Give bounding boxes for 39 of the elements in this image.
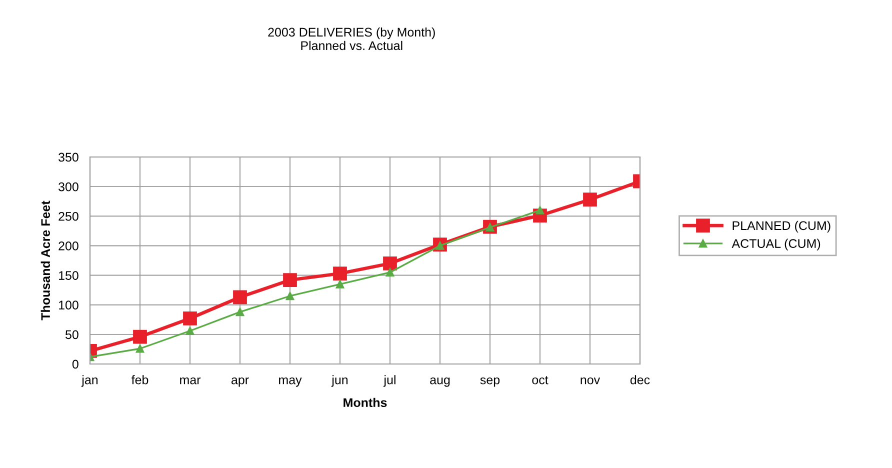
- point: [136, 344, 144, 353]
- point: [333, 266, 347, 280]
- x-tick-label: may: [279, 377, 302, 387]
- x-tick-label: oct: [532, 376, 548, 384]
- point: [283, 273, 297, 287]
- y-tick-label: 50: [65, 330, 78, 340]
- x-tick-label: nov: [580, 377, 600, 384]
- x-tick-label: aug: [430, 377, 450, 387]
- point: [183, 312, 197, 326]
- point: [383, 256, 397, 270]
- chart-title: 2003 DELIVERIES (by Month) Planned vs. Actual: [268, 27, 435, 50]
- point: [233, 290, 247, 304]
- point: [336, 280, 344, 288]
- point: [386, 268, 394, 276]
- legend-label: PLANNED (CUM): [732, 220, 830, 233]
- x-tick-label: jul: [383, 375, 396, 387]
- point: [186, 326, 194, 336]
- y-tick-label: 300: [58, 182, 78, 192]
- y-tick-label: 0: [72, 360, 78, 369]
- y-tick-label: 350: [58, 152, 78, 162]
- y-tick-label: 250: [58, 212, 78, 221]
- point: [133, 330, 147, 344]
- point: [536, 206, 544, 214]
- x-axis-title: Months: [344, 398, 387, 408]
- x-tick-label: apr: [232, 377, 249, 387]
- x-tick-label: jun: [331, 375, 348, 387]
- legend-label: ACTUAL (CUM): [732, 238, 820, 250]
- y-tick-label: 150: [58, 271, 78, 280]
- y-tick-label: 100: [58, 300, 78, 310]
- y-tick-label: 200: [58, 242, 78, 250]
- y-axis-title: Thousand Acre Feet: [40, 200, 50, 320]
- point: [286, 292, 294, 300]
- x-tick-label: mar: [180, 377, 201, 384]
- point: [236, 308, 244, 316]
- x-tick-label: feb: [131, 375, 148, 384]
- x-tick-label: sep: [480, 377, 500, 387]
- x-tick-label: jan: [81, 375, 98, 387]
- point: [583, 192, 597, 207]
- x-tick-label: dec: [630, 375, 650, 384]
